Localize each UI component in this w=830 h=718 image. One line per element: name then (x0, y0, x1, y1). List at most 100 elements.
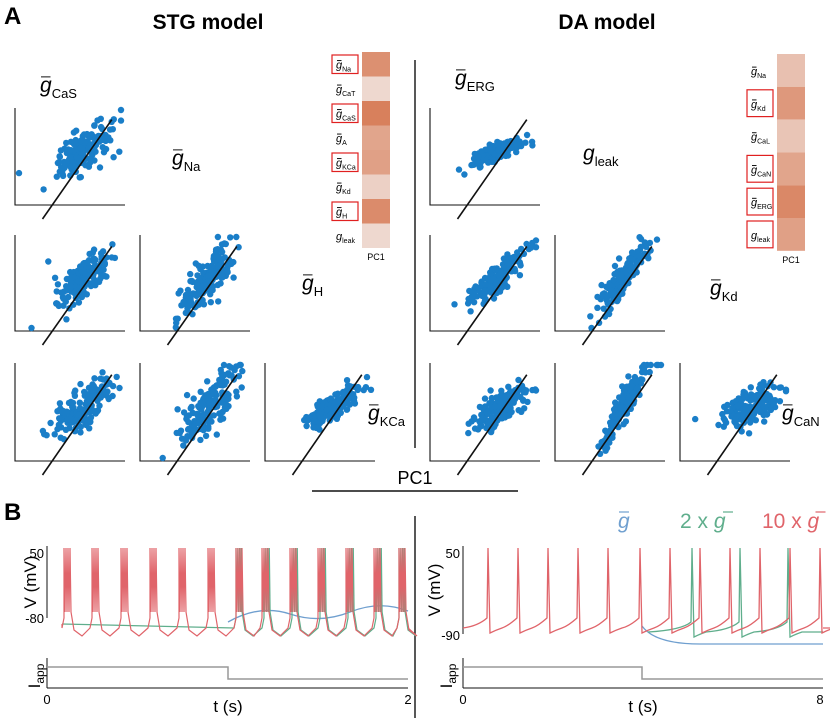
stg-xtick-right: 2 (404, 692, 411, 707)
scatter-point (56, 168, 63, 175)
legend-entry-0: g (618, 510, 630, 533)
stg-heat-label-h: gH (336, 206, 347, 220)
da-title: DA model (558, 11, 655, 34)
scatter-point (40, 186, 47, 193)
scatter-point (60, 158, 68, 166)
scatter-point (109, 241, 116, 248)
scatter-point (501, 405, 509, 412)
scatter-point (61, 164, 68, 171)
scatter-point (476, 403, 484, 411)
scatter-point (451, 301, 458, 308)
scatter-point (54, 408, 61, 415)
scatter-point (207, 299, 214, 306)
scatter-point (625, 373, 632, 380)
pc1-fit-line (456, 374, 528, 476)
scatter-point (100, 376, 107, 383)
scatter-point (62, 139, 70, 147)
scatter-point (475, 153, 482, 160)
stg-traces (61, 547, 418, 637)
scatter-point (55, 421, 63, 428)
scatter-point (491, 403, 499, 410)
da-xlabel: t (s) (628, 697, 657, 716)
scatter-point (224, 261, 231, 268)
scatter-point (514, 249, 521, 256)
stg-heat-cell-na (362, 52, 390, 77)
scatter-point (304, 417, 311, 424)
scatter-point (767, 396, 775, 403)
scatter-point (770, 384, 778, 391)
scatter-point (39, 427, 47, 435)
da-trace-2x (647, 547, 823, 639)
scatter-point (314, 403, 321, 410)
da-heat-box (746, 89, 774, 118)
stg-diag-label-cas: gCaS (40, 74, 77, 101)
scatter-point (310, 424, 317, 431)
stg-voltage-plot: V (mV) 50 -80 Iapp 0 2 t (s) (21, 546, 418, 716)
scatter-axes (554, 235, 665, 332)
scatter-point (212, 248, 220, 255)
scatter-point (478, 411, 485, 419)
scatter-axes (264, 363, 375, 462)
scatter-point (71, 389, 78, 397)
scatter-point (627, 267, 634, 274)
stg-scatter-2-1 (139, 361, 250, 476)
scatter-point (595, 443, 602, 450)
da-diag-label-kd: gKd (710, 277, 738, 304)
scatter-point (654, 361, 662, 369)
scatter-point (608, 413, 616, 420)
stg-xtick-left: 0 (43, 692, 50, 707)
scatter-point (63, 316, 70, 323)
da-diag-label-leak: gleak (583, 142, 619, 169)
scatter-point (110, 154, 117, 161)
scatter-point (634, 384, 641, 392)
scatter-point (56, 400, 64, 407)
scatter-point (211, 258, 218, 265)
scatter-point (481, 395, 489, 402)
pc1-fit-line (41, 246, 113, 346)
scatter-point (517, 262, 524, 269)
stg-heat-label-na: gNa (336, 59, 351, 73)
stg-scatter-1-1 (139, 233, 250, 346)
scatter-point (194, 411, 202, 418)
scatter-point (221, 254, 228, 261)
pc1-fit-line (456, 246, 528, 346)
scatter-point (470, 414, 478, 421)
scatter-point (594, 293, 601, 301)
scatter-point (354, 383, 362, 391)
scatter-point (516, 138, 523, 145)
da-diag-label-can: gCaN (782, 402, 820, 429)
scatter-point (602, 293, 609, 300)
scatter-point (82, 271, 89, 278)
scatter-point (210, 412, 217, 419)
scatter-point (335, 398, 342, 405)
scatter-point (587, 313, 594, 320)
trace-legend: g 2 x g 10 x g (618, 510, 826, 533)
scatter-point (715, 421, 722, 429)
scatter-point (55, 302, 62, 310)
scatter-point (367, 386, 375, 393)
scatter-point (77, 144, 84, 152)
stg-heat-label-leak: gleak (336, 231, 355, 245)
scatter-point (215, 256, 223, 263)
scatter-point (103, 273, 110, 280)
scatter-point (59, 408, 66, 416)
scatter-point (86, 416, 94, 423)
scatter-point (488, 394, 495, 402)
scatter-point (344, 382, 352, 389)
scatter-point (70, 129, 78, 136)
stg-v-ytick-bottom: -80 (25, 611, 44, 626)
scatter-point (187, 298, 195, 306)
scatter-point (187, 405, 194, 412)
scatter-point (363, 373, 371, 381)
scatter-point (202, 432, 210, 440)
scatter-point (110, 116, 118, 123)
scatter-point (59, 294, 67, 301)
scatter-point (220, 361, 228, 369)
scatter-point (225, 363, 233, 370)
scatter-point (508, 144, 515, 152)
scatter-point (113, 373, 120, 381)
scatter-point (303, 422, 310, 430)
scatter-point (642, 243, 650, 250)
scatter-point (522, 387, 530, 394)
scatter-point (763, 411, 770, 418)
